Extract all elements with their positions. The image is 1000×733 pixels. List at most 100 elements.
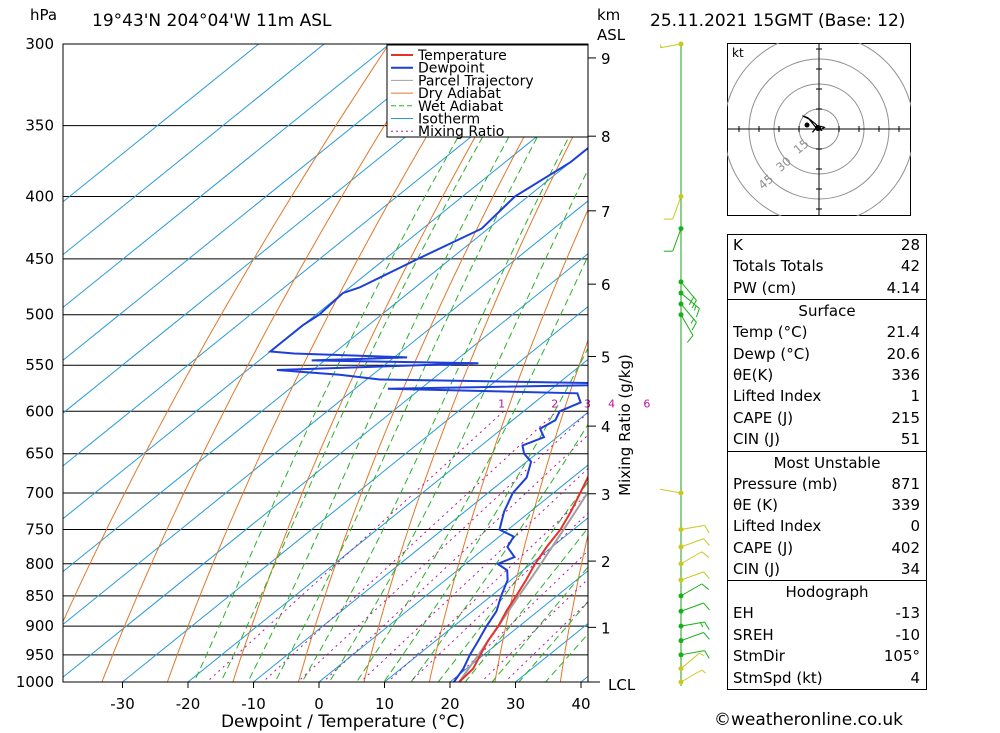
wind-barb-flag xyxy=(701,551,710,558)
mixing-ratio-line xyxy=(262,410,558,682)
dry-adiabat-line xyxy=(363,105,588,682)
wind-barb-flag xyxy=(691,322,697,331)
pressure-tick-label: 300 xyxy=(25,35,54,53)
temp-tick-label: 30 xyxy=(506,695,525,713)
wind-barb xyxy=(680,632,704,642)
mixing-ratio-line xyxy=(359,467,588,682)
pressure-tick-label: 500 xyxy=(25,306,54,324)
isotherm-line xyxy=(63,253,588,678)
wind-barb-flag xyxy=(690,318,695,324)
wind-barb-flag xyxy=(699,652,704,657)
isotherm-line xyxy=(63,44,325,256)
wind-barb-flag xyxy=(693,305,697,311)
dry-adiabat-line xyxy=(63,44,390,623)
wind-dot xyxy=(678,312,684,318)
isotherm-line xyxy=(383,517,588,682)
wind-barb-flag xyxy=(704,525,710,534)
x-axis-label: Dewpoint / Temperature (°C) xyxy=(221,712,465,732)
height-tick-label: 9 xyxy=(601,50,611,68)
height-tick-label: 3 xyxy=(601,486,611,504)
height-tick-label: 1 xyxy=(601,619,611,637)
wind-barb-flag xyxy=(688,296,695,306)
dry-adiabat-line xyxy=(559,532,588,682)
wet-adiabat-line xyxy=(410,423,588,682)
isotherm-line xyxy=(121,305,588,682)
dewpoint-line xyxy=(267,146,588,682)
legend-label: Isotherm xyxy=(418,112,480,128)
isotherm-line xyxy=(187,358,588,682)
wind-barb-flag xyxy=(703,602,710,611)
pressure-tick-label: 950 xyxy=(25,646,54,664)
wet-adiabat-line xyxy=(491,566,588,682)
temp-tick-label: 20 xyxy=(440,695,459,713)
mu-row: Lifted Index 0 xyxy=(733,517,920,536)
asl-label: ASL xyxy=(597,26,626,44)
surface-title: Surface xyxy=(798,302,856,321)
mixing-ratio-label: 2 xyxy=(551,397,558,410)
surface-row: θE(K) 336 xyxy=(733,365,920,384)
mu-row: Pressure (mb) 871 xyxy=(733,474,920,493)
datetime-label: 25.11.2021 15GMT (Base: 12) xyxy=(650,11,906,31)
isotherm-line xyxy=(252,411,588,682)
wind-profile xyxy=(660,41,710,686)
isotherm-line xyxy=(63,44,391,309)
wind-dot xyxy=(678,527,684,533)
wet-adiabat-line xyxy=(220,44,537,682)
mu-row: CIN (J) 34 xyxy=(733,560,920,579)
temp-tick-label: -30 xyxy=(110,695,135,713)
hodograph-dot xyxy=(804,122,810,128)
pressure-tick-label: 800 xyxy=(25,555,54,573)
profile-lines xyxy=(267,146,588,682)
dry-adiabat-line xyxy=(232,44,529,682)
legend-label: Dry Adiabat xyxy=(418,86,501,102)
pressure-tick-label: 750 xyxy=(25,521,54,539)
hodo-row: EH -13 xyxy=(733,604,920,623)
wet-adiabat-line xyxy=(193,44,514,682)
pressure-unit-label: hPa xyxy=(30,6,58,24)
wind-dot xyxy=(678,490,684,496)
temp-tick-label: 10 xyxy=(375,695,394,713)
temp-tick-label: 0 xyxy=(314,695,324,713)
mixing-ratio-line xyxy=(387,492,588,682)
wind-barb-flag xyxy=(691,300,697,309)
temperature-line xyxy=(458,474,588,682)
hodograph-trace xyxy=(802,115,826,133)
temp-tick-label: 40 xyxy=(571,695,590,713)
pressure-tick-label: 350 xyxy=(25,117,54,135)
mixing-ratio-line xyxy=(322,434,588,682)
mixing-ratio-label: 1 xyxy=(498,397,505,410)
parcel-trajectory-line xyxy=(458,490,588,682)
height-tick-label: 6 xyxy=(601,276,611,294)
surface-row: Dewp (°C) 20.6 xyxy=(733,344,920,363)
surface-row: CAPE (J) 215 xyxy=(733,408,920,427)
wind-barb xyxy=(672,228,682,252)
wind-barb xyxy=(660,43,682,49)
km-label: km xyxy=(597,6,621,24)
wind-dot xyxy=(678,561,684,567)
height-tick-label: 7 xyxy=(601,203,611,221)
wind-dot xyxy=(678,279,684,285)
indices-table: K 28 Totals Totals 42 PW (cm) 4.14 Surface … xyxy=(727,233,927,691)
wind-dot xyxy=(678,666,684,672)
wind-barb-flag xyxy=(703,538,710,546)
wind-barb xyxy=(672,196,682,220)
height-tick-label: 4 xyxy=(601,418,611,436)
pressure-tick-label: 400 xyxy=(25,187,54,205)
wind-barb-flag xyxy=(703,571,710,579)
wind-barb xyxy=(680,314,694,336)
isotherm-line xyxy=(449,570,588,682)
wet-adiabat-line xyxy=(328,168,588,682)
height-tick-label: 8 xyxy=(601,128,611,146)
wind-barb xyxy=(680,571,704,581)
dry-adiabat-line xyxy=(623,0,660,708)
wind-barb-flag xyxy=(695,308,700,318)
wind-dot xyxy=(678,608,684,614)
isotherm-line xyxy=(63,147,588,573)
wind-barb xyxy=(680,652,700,669)
wind-barb-flag xyxy=(701,583,710,590)
wind-barb xyxy=(680,551,703,565)
temp-tick-label: -10 xyxy=(241,695,266,713)
wind-barb xyxy=(680,538,704,548)
